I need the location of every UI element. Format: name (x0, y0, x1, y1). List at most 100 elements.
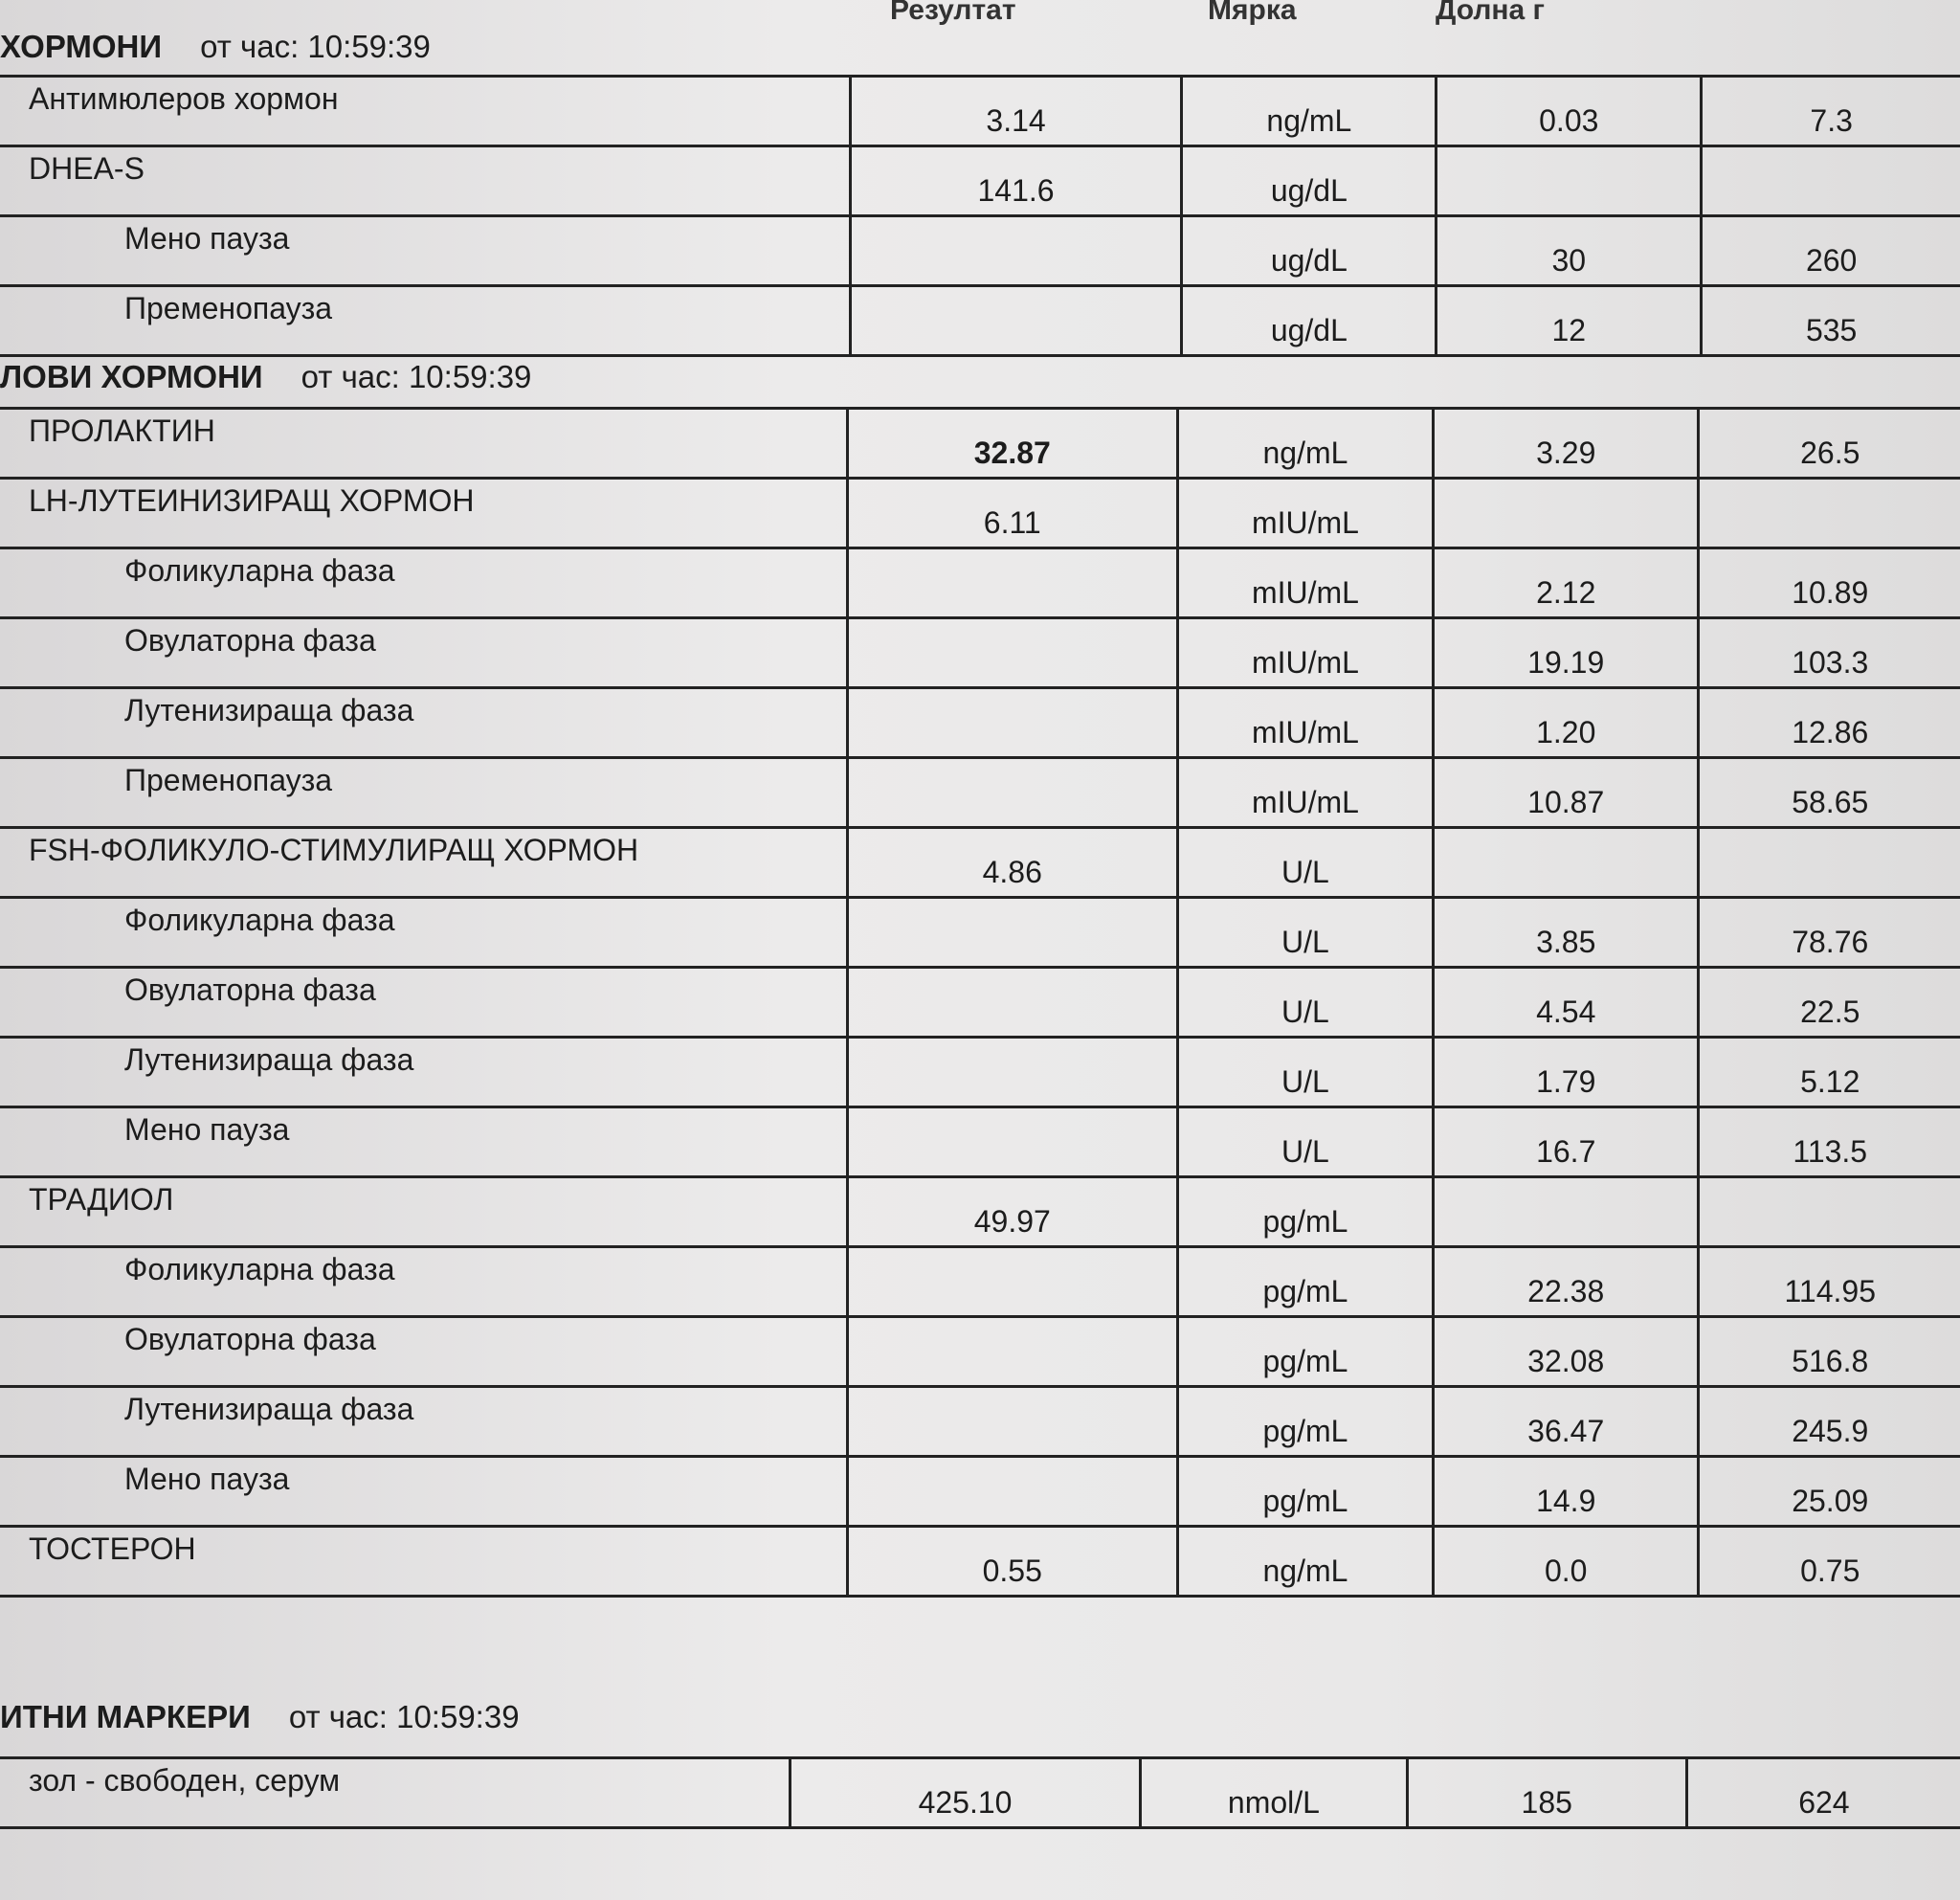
reference-low: 36.47 (1431, 1385, 1699, 1458)
unit: pg/mL (1175, 1455, 1434, 1528)
column-header-unit: Мярка (1208, 0, 1297, 26)
unit: pg/mL (1175, 1385, 1434, 1458)
reference-high: 10.89 (1697, 547, 1960, 619)
result-value: 32.87 (845, 407, 1178, 480)
reference-high: 260 (1700, 214, 1960, 287)
test-name: Фоликуларна фаза (0, 547, 848, 619)
test-name: Мено пауза (0, 1455, 848, 1528)
reference-high: 245.9 (1697, 1385, 1960, 1458)
reference-low: 12 (1435, 284, 1702, 357)
reference-low: 1.79 (1431, 1036, 1699, 1108)
reference-low: 3.85 (1431, 896, 1699, 969)
test-name: FSH-ФОЛИКУЛО-СТИМУЛИРАЩ ХОРМОН (0, 826, 848, 899)
reference-high: 113.5 (1697, 1106, 1960, 1178)
unit: mIU/mL (1175, 616, 1434, 689)
unit: mIU/mL (1175, 477, 1434, 549)
test-name: ТРАДИОЛ (0, 1175, 848, 1248)
reference-high: 25.09 (1697, 1455, 1960, 1528)
reference-low (1431, 477, 1699, 549)
result-value (845, 756, 1178, 829)
unit: nmol/L (1139, 1756, 1408, 1829)
test-name: Овулаторна фаза (0, 966, 848, 1039)
section-heading: ИТНИ МАРКЕРИ от час: 10:59:39 (0, 1699, 520, 1735)
test-name: ПРОЛАКТИН (0, 407, 848, 480)
table-row: ПРОЛАКТИН 32.87 ng/mL 3.29 26.5 (0, 407, 1960, 480)
result-value (845, 966, 1178, 1039)
result-value: 0.55 (845, 1525, 1178, 1598)
reference-low: 22.38 (1431, 1245, 1699, 1318)
table-row: Мено пауза ug/dL 30 260 (0, 214, 1960, 287)
test-name: Фоликуларна фаза (0, 1245, 848, 1318)
unit: U/L (1175, 966, 1434, 1039)
test-name: Мено пауза (0, 1106, 848, 1178)
result-value (845, 616, 1178, 689)
result-value: 49.97 (845, 1175, 1178, 1248)
reference-high: 26.5 (1697, 407, 1960, 480)
reference-low: 185 (1405, 1756, 1687, 1829)
reference-low: 3.29 (1431, 407, 1699, 480)
section-heading: ХОРМОНИ от час: 10:59:39 (0, 29, 431, 65)
test-name: ТОСТЕРОН (0, 1525, 848, 1598)
table-row: FSH-ФОЛИКУЛО-СТИМУЛИРАЩ ХОРМОН 4.86 U/L (0, 826, 1960, 899)
reference-low: 0.0 (1431, 1525, 1699, 1598)
reference-high: 5.12 (1697, 1036, 1960, 1108)
test-name: Овулаторна фаза (0, 616, 848, 689)
result-value (845, 1455, 1178, 1528)
reference-low: 2.12 (1431, 547, 1699, 619)
test-name: LH-ЛУТЕИНИЗИРАЩ ХОРМОН (0, 477, 848, 549)
result-value (845, 896, 1178, 969)
test-name: Пременопауза (0, 284, 851, 357)
unit: ug/dL (1180, 145, 1437, 217)
table-row: LH-ЛУТЕИНИЗИРАЩ ХОРМОН 6.11 mIU/mL (0, 477, 1960, 549)
table-row: Мено пауза U/L 16.7 113.5 (0, 1106, 1960, 1178)
result-value (845, 1315, 1178, 1388)
table-row: Фоликуларна фаза U/L 3.85 78.76 (0, 896, 1960, 969)
reference-high: 103.3 (1697, 616, 1960, 689)
result-value: 141.6 (848, 145, 1182, 217)
table-row: Овулаторна фаза pg/mL 32.08 516.8 (0, 1315, 1960, 1388)
unit: pg/mL (1175, 1245, 1434, 1318)
table-row: ТОСТЕРОН 0.55 ng/mL 0.0 0.75 (0, 1525, 1960, 1598)
table-row: зол - свободен, серум 425.10 nmol/L 185 … (0, 1756, 1960, 1829)
reference-high: 58.65 (1697, 756, 1960, 829)
reference-low: 14.9 (1431, 1455, 1699, 1528)
reference-low: 19.19 (1431, 616, 1699, 689)
reference-low: 32.08 (1431, 1315, 1699, 1388)
table-row: Лутенизираща фаза mIU/mL 1.20 12.86 (0, 686, 1960, 759)
unit: mIU/mL (1175, 756, 1434, 829)
section-title: ИТНИ МАРКЕРИ (0, 1699, 251, 1734)
result-value: 4.86 (845, 826, 1178, 899)
reference-low: 4.54 (1431, 966, 1699, 1039)
reference-high: 12.86 (1697, 686, 1960, 759)
test-name: зол - свободен, серум (0, 1756, 791, 1829)
table-row: Пременопауза mIU/mL 10.87 58.65 (0, 756, 1960, 829)
unit: ng/mL (1180, 75, 1437, 147)
test-name: DHEA-S (0, 145, 851, 217)
table-row: Фоликуларна фаза pg/mL 22.38 114.95 (0, 1245, 1960, 1318)
table-row: Лутенизираща фаза U/L 1.79 5.12 (0, 1036, 1960, 1108)
table-row: Овулаторна фаза U/L 4.54 22.5 (0, 966, 1960, 1039)
reference-high (1700, 145, 1960, 217)
result-value (848, 284, 1182, 357)
unit: ug/dL (1180, 214, 1437, 287)
unit: U/L (1175, 896, 1434, 969)
reference-low (1435, 145, 1702, 217)
test-name: Лутенизираща фаза (0, 1036, 848, 1108)
results-table: Антимюлеров хормон 3.14 ng/mL 0.03 7.3 DH… (0, 75, 1960, 357)
test-name: Лутенизираща фаза (0, 1385, 848, 1458)
reference-high: 0.75 (1697, 1525, 1960, 1598)
unit: U/L (1175, 1036, 1434, 1108)
unit: ug/dL (1180, 284, 1437, 357)
reference-low (1431, 1175, 1699, 1248)
section-heading: ЛОВИ ХОРМОНИ от час: 10:59:39 (0, 359, 531, 395)
reference-low: 30 (1435, 214, 1702, 287)
section-title: ХОРМОНИ (0, 29, 163, 64)
section-time: от час: 10:59:39 (288, 1699, 520, 1734)
result-value (845, 1106, 1178, 1178)
reference-high (1697, 826, 1960, 899)
table-row: DHEA-S 141.6 ug/dL (0, 145, 1960, 217)
result-value (845, 1385, 1178, 1458)
test-name: Фоликуларна фаза (0, 896, 848, 969)
table-row: Лутенизираща фаза pg/mL 36.47 245.9 (0, 1385, 1960, 1458)
table-row: Пременопауза ug/dL 12 535 (0, 284, 1960, 357)
